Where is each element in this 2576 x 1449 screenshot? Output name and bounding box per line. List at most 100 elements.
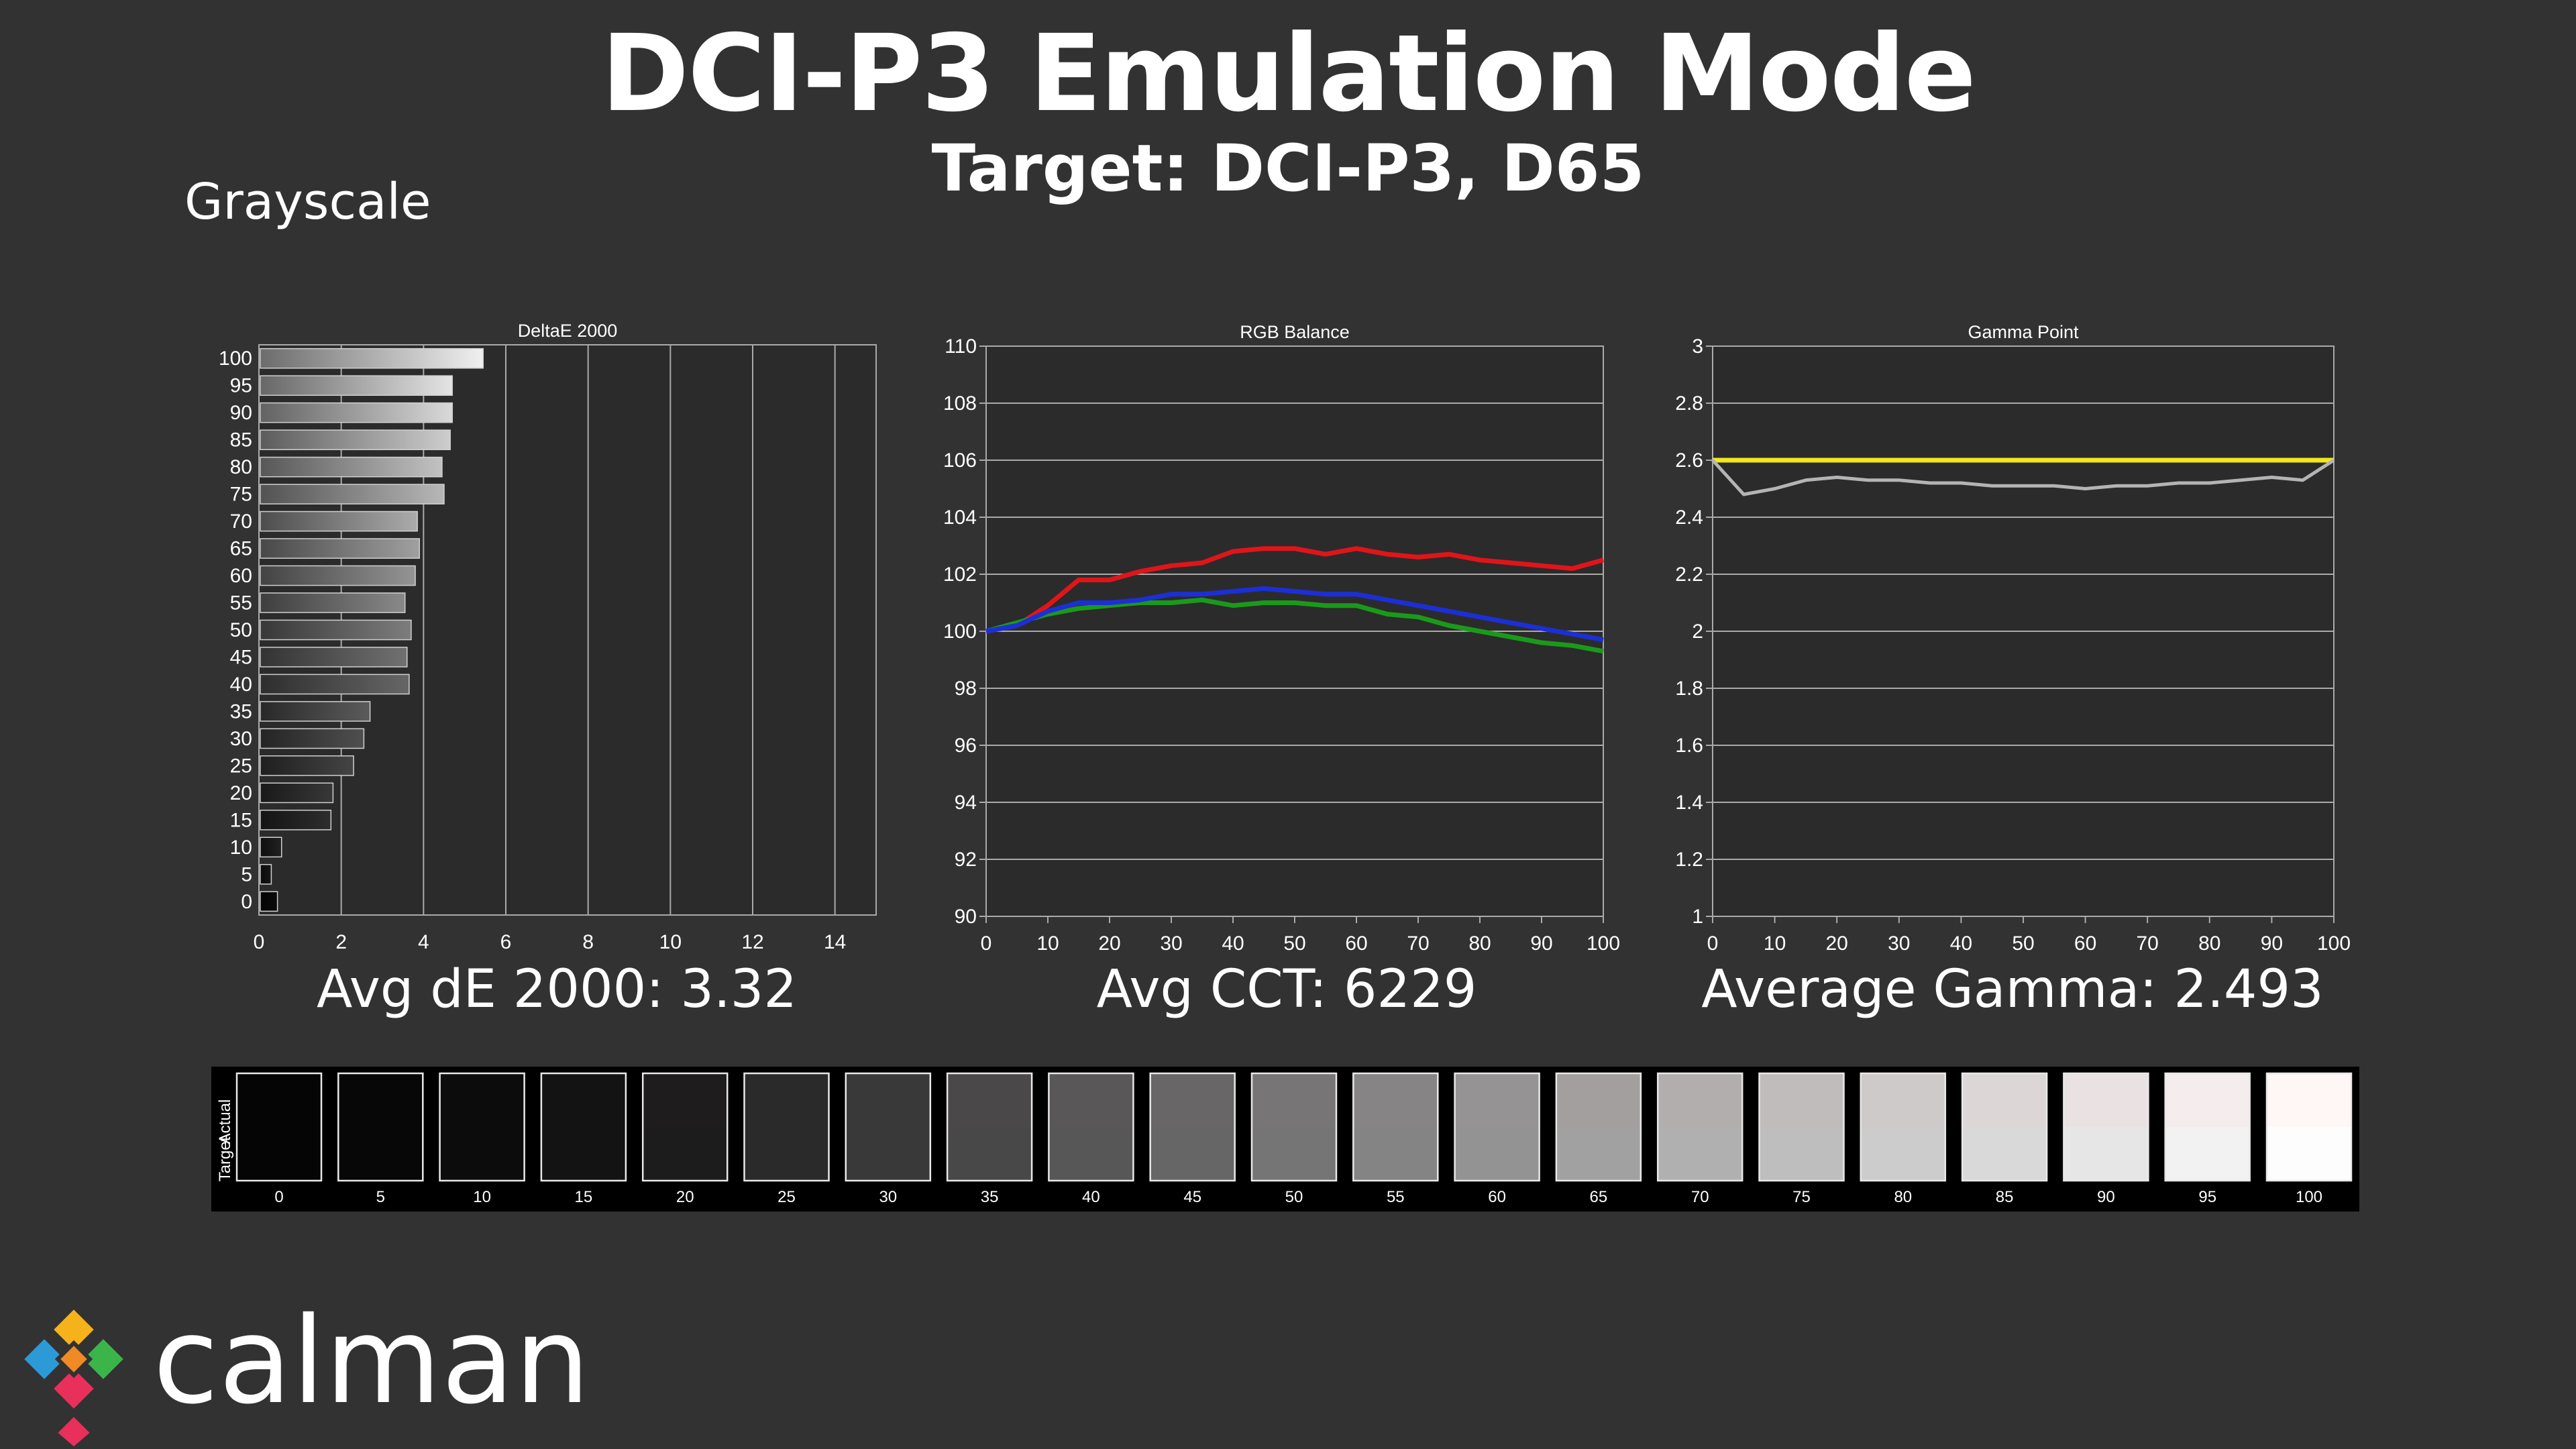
swatch-target <box>1150 1127 1235 1181</box>
rgb-balance-chart-y-tick-label: 100 <box>943 621 977 643</box>
delta-e-bar <box>260 592 406 613</box>
swatch-actual <box>643 1073 728 1127</box>
delta-e-x-tick-label: 14 <box>824 931 846 953</box>
swatch-border <box>337 1072 424 1182</box>
delta-e-x-tick-label: 8 <box>582 931 594 953</box>
gamma-chart-y-tick-label: 1.4 <box>1675 792 1703 814</box>
delta-e-category-label: 65 <box>230 538 252 560</box>
swatch-actual <box>1252 1073 1336 1127</box>
delta-e-bar <box>260 429 451 450</box>
swatch-border <box>1352 1072 1439 1182</box>
swatch-label: 45 <box>1183 1188 1201 1206</box>
delta-e-category-label: 5 <box>241 863 252 885</box>
avg-delta-e-summary: Avg dE 2000: 3.32 <box>316 959 798 1020</box>
delta-e-chart-frame <box>258 344 877 916</box>
avg-gamma-summary: Average Gamma: 2.493 <box>1701 959 2324 1020</box>
swatch-border <box>1048 1072 1134 1182</box>
delta-e-category-label: 50 <box>230 619 252 641</box>
delta-e-bar <box>260 484 445 504</box>
swatch-border <box>743 1072 830 1182</box>
swatch-target <box>1252 1127 1336 1181</box>
delta-e-category-label: 75 <box>230 484 252 506</box>
swatch-label: 100 <box>2296 1188 2322 1206</box>
rgb-balance-chart-x-tick-label: 50 <box>1283 932 1305 955</box>
swatch-label: 20 <box>676 1188 694 1206</box>
delta-e-bar <box>260 782 334 804</box>
gamma-chart-y-tick-label: 2.2 <box>1675 564 1703 586</box>
gamma-chart-x-tick-label: 50 <box>2012 932 2034 955</box>
gamma-chart-x-tick-label: 100 <box>2317 932 2351 955</box>
swatch-actual <box>237 1073 321 1127</box>
swatch-target <box>237 1127 321 1181</box>
swatch-label: 15 <box>575 1188 593 1206</box>
rgb-balance-chart-series-green-line <box>985 597 1604 654</box>
delta-e-category-label: 15 <box>230 809 252 831</box>
gamma-chart-frame <box>1712 345 2334 917</box>
delta-e-chart-title: DeltaE 2000 <box>518 321 618 341</box>
swatch-target <box>1049 1127 1134 1181</box>
gamma-chart-y-tick-label: 1.8 <box>1675 678 1703 700</box>
swatch-border <box>1555 1072 1642 1182</box>
swatch-border <box>845 1072 932 1182</box>
delta-e-bar <box>260 891 278 912</box>
swatch-label: 10 <box>473 1188 491 1206</box>
rgb-balance-chart-x-tick-label: 10 <box>1036 932 1059 955</box>
swatch-actual <box>2267 1073 2351 1127</box>
swatch-border <box>1961 1072 2048 1182</box>
rgb-balance-chart-y-tick-label: 98 <box>955 678 977 700</box>
swatch-border <box>1860 1072 1947 1182</box>
delta-e-category-label: 20 <box>230 782 252 804</box>
delta-e-category-label: 95 <box>230 375 252 397</box>
swatch-actual <box>1049 1073 1134 1127</box>
delta-e-bar <box>260 674 410 695</box>
delta-e-category-label: 30 <box>230 728 252 750</box>
logo-diamond <box>52 1411 96 1449</box>
delta-e-category-label: 80 <box>230 456 252 478</box>
delta-e-category-label: 35 <box>230 700 252 722</box>
swatch-actual <box>338 1073 423 1127</box>
swatch-actual <box>947 1073 1032 1127</box>
delta-e-bar <box>260 456 443 478</box>
swatch-target <box>439 1127 525 1181</box>
swatch-label: 80 <box>1894 1188 1912 1206</box>
delta-e-x-tick-label: 4 <box>418 931 429 953</box>
swatch-row-label-target: Target <box>216 1136 234 1181</box>
swatch-label: 85 <box>1996 1188 2014 1206</box>
rgb-balance-chart-x-tick-label: 80 <box>1468 932 1491 955</box>
gamma-chart-y-tick-label: 2 <box>1692 621 1703 643</box>
gamma-chart-x-tick-label: 10 <box>1764 932 1786 955</box>
swatch-target <box>1353 1127 1438 1181</box>
delta-e-category-label: 60 <box>230 565 252 587</box>
swatch-label: 70 <box>1691 1188 1709 1206</box>
page-subtitle: Target: DCI-P3, D65 <box>931 131 1645 206</box>
delta-e-category-label: 85 <box>230 429 252 451</box>
rgb-balance-chart-y-tick-label: 92 <box>955 849 977 871</box>
gamma-chart-y-tick-label: 2.8 <box>1675 392 1703 415</box>
rgb-balance-chart-y-tick-label: 96 <box>955 735 977 757</box>
swatch-actual <box>1962 1073 2047 1127</box>
rgb-balance-chart-x-tick-label: 30 <box>1160 932 1182 955</box>
delta-e-bar <box>260 347 484 369</box>
delta-e-category-label: 25 <box>230 755 252 777</box>
swatch-target <box>338 1127 423 1181</box>
rgb-balance-chart-x-tick-label: 60 <box>1345 932 1367 955</box>
swatch-target <box>2165 1127 2250 1181</box>
rgb-balance-chart-y-tick-label: 108 <box>943 392 977 415</box>
calman-logo-wordmark: calman <box>153 1295 590 1430</box>
gamma-chart-x-tick-label: 40 <box>1950 932 1972 955</box>
logo-diamond <box>54 1340 93 1379</box>
swatch-border <box>2265 1072 2353 1182</box>
delta-e-bar <box>260 647 408 667</box>
delta-e-x-tick-label: 10 <box>659 931 682 953</box>
gamma-chart-title: Gamma Point <box>1968 322 2079 342</box>
swatch-actual <box>744 1073 829 1127</box>
rgb-balance-chart-y-tick-label: 104 <box>943 506 977 529</box>
gamma-chart-y-tick-label: 3 <box>1692 335 1703 358</box>
delta-e-category-label: 90 <box>230 402 252 424</box>
delta-e-bar <box>260 863 272 885</box>
gamma-chart-x-tick-label: 80 <box>2198 932 2220 955</box>
delta-e-bar <box>260 375 453 396</box>
swatch-target <box>2063 1127 2149 1181</box>
logo-diamond <box>77 1333 129 1385</box>
swatch-border <box>1758 1072 1845 1182</box>
